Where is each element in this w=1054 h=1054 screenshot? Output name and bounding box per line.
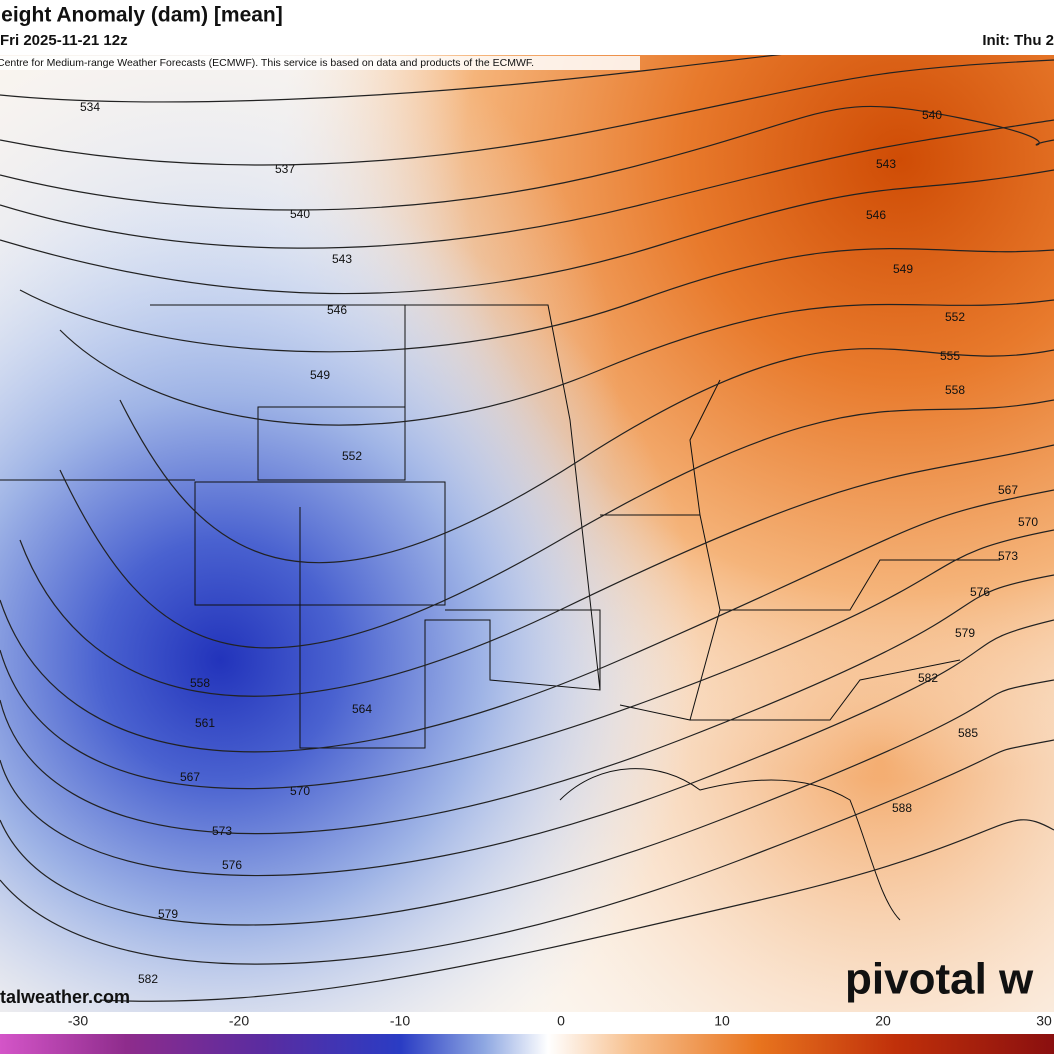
contour-line [0,119,1054,249]
contour-label: 576 [970,585,990,599]
borders [0,304,1000,921]
contour-line [19,444,1054,697]
contour-label: 540 [922,108,942,122]
contour-label: 570 [1018,515,1038,529]
contour-line [0,489,1054,753]
contour-label: 540 [290,207,310,221]
title: Height Anomaly (dam) [mean] [0,4,283,27]
state-borders [600,379,1000,721]
contour-line [0,529,1054,790]
contour-label: 579 [955,626,975,640]
contour-label: 549 [310,368,330,382]
init-time: Init: Thu 2 [982,32,1054,49]
colorbar-tick-label: 0 [557,1013,565,1029]
contour-label: 552 [342,449,362,463]
contour-line [59,299,1054,426]
contour-label: 579 [158,907,178,921]
contour-line [0,105,1054,211]
contour-label: 582 [138,972,158,986]
contour-label: 576 [222,858,242,872]
contour-line [19,248,1054,353]
colorbar-tick-label: -30 [68,1013,88,1029]
contour-label: 567 [998,483,1018,497]
contour-label: 543 [332,252,352,266]
contour-label: 543 [876,157,896,171]
contour-label: 546 [327,303,347,317]
colorbar-tick-label: 20 [875,1013,891,1029]
contour-line [119,348,1054,564]
colorbar-tick-label: -10 [390,1013,410,1029]
contour-label: 585 [958,726,978,740]
contour-label: 555 [940,349,960,363]
contour-label: 549 [893,262,913,276]
contour-label: 573 [998,549,1018,563]
contour-line [0,739,1054,965]
watermark-logo: pivotal w [845,955,1034,1004]
contour-label: 546 [866,208,886,222]
contour-label: 570 [290,784,310,798]
state-borders [0,304,601,749]
contours [0,29,1054,1002]
coastline [559,768,901,921]
contour-line [0,619,1054,877]
contour-line [59,399,1054,649]
contour-line [0,169,1054,295]
colorbar-ticks: -30 -20 -10 0 10 20 30 [68,1013,1052,1029]
anomaly-shading [0,55,1054,1012]
colorbar [0,1034,1054,1054]
contour-label: 582 [918,671,938,685]
contour-label: 564 [352,702,372,716]
colorbar-tick-label: -20 [229,1013,249,1029]
header-band [0,0,1054,55]
contour-label: 588 [892,801,912,815]
colorbar-tick-label: 30 [1036,1013,1052,1029]
valid-time: Fri 2025-11-21 12z [0,32,128,49]
contour-label: 567 [180,770,200,784]
contour-label: 558 [190,676,210,690]
contour-label: 558 [945,383,965,397]
contour-line [0,59,1054,166]
contour-line [0,574,1054,835]
contour-line [0,679,1054,926]
contour-line [99,819,1054,1002]
contour-label: 534 [80,100,100,114]
contour-label: 573 [212,824,232,838]
map: 534 537 540 543 546 549 552 558 561 564 567 570 573 5… [0,29,1054,1012]
credit-band [0,56,640,70]
watermark-site: talweather.com [0,987,130,1007]
contour-labels: 534 537 540 543 546 549 552 558 561 564 567 570 573 5… [80,100,1038,986]
credit: Centre for Medium-range Weather Forecast… [0,57,534,69]
contour-label: 552 [945,310,965,324]
colorbar-tick-label: 10 [714,1013,730,1029]
contour-label: 561 [195,716,215,730]
contour-label: 537 [275,162,295,176]
